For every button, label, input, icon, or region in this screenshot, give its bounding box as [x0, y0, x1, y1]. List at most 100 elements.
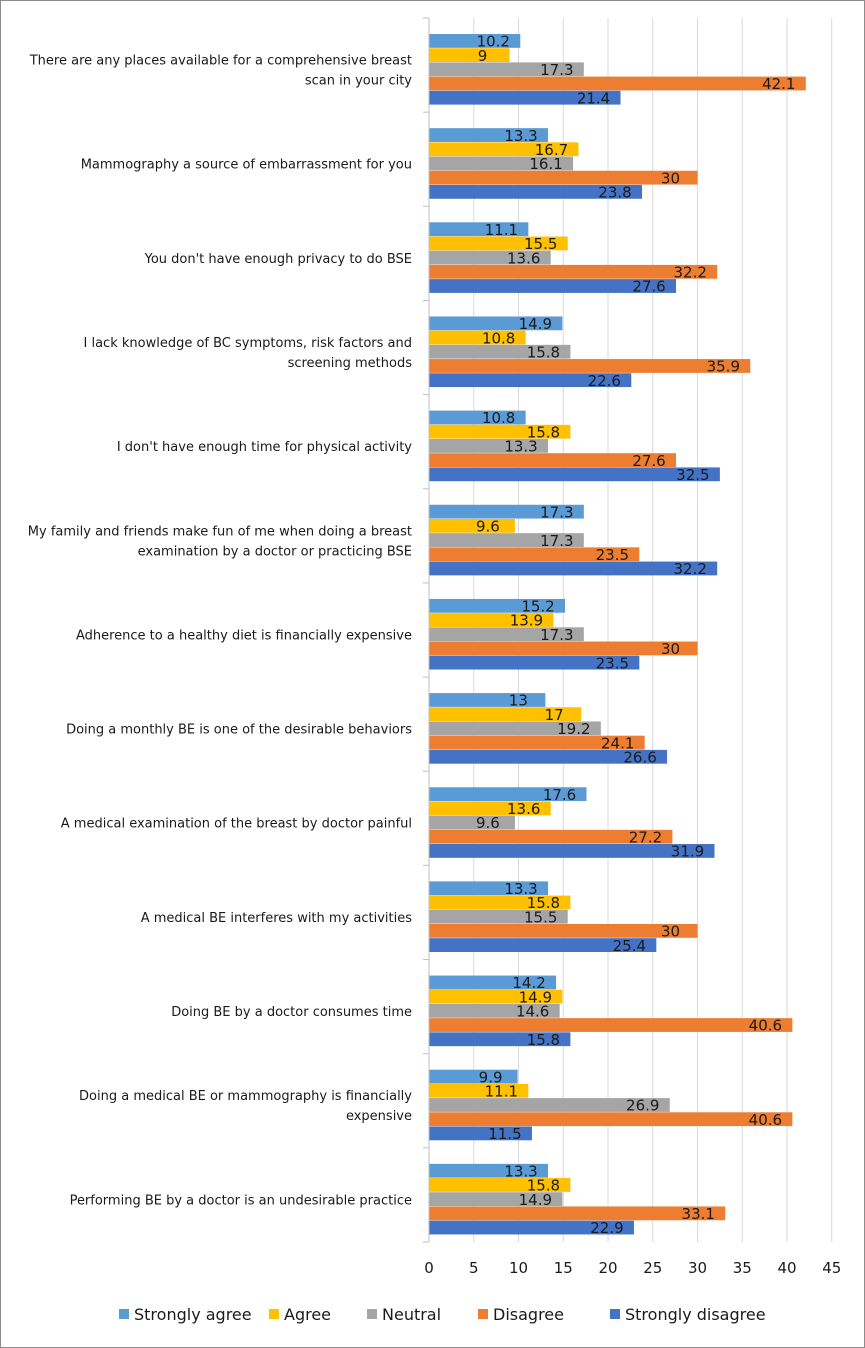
data-label: 17.3: [540, 626, 573, 644]
bar: [429, 222, 529, 237]
data-label: 32.2: [673, 264, 706, 282]
data-label: 17.3: [540, 61, 573, 79]
category-label: You don't have enough privacy to do BSE: [144, 252, 412, 267]
data-label: 15.8: [527, 894, 560, 912]
legend-label: Neutral: [382, 1305, 441, 1324]
bar: [429, 561, 718, 576]
bar: [429, 989, 563, 1004]
data-label: 42.1: [762, 75, 795, 93]
bar: [429, 316, 563, 331]
category-label: A medical BE interferes with my activiti…: [141, 911, 413, 926]
data-label: 17.3: [540, 503, 573, 521]
bar: [429, 1220, 634, 1235]
bar: [429, 76, 806, 91]
legend-swatch: [119, 1309, 129, 1319]
bar: [429, 1112, 793, 1127]
data-label: 16.7: [535, 141, 568, 159]
x-tick-label: 45: [822, 1259, 841, 1277]
data-label: 40.6: [749, 1017, 782, 1035]
category-label: Doing BE by a doctor consumes time: [171, 1005, 412, 1020]
data-label: 14.9: [519, 315, 552, 333]
bar: [429, 801, 551, 816]
legend-swatch: [269, 1309, 279, 1319]
bar: [429, 1098, 670, 1112]
bar: [429, 829, 673, 844]
bar: [429, 90, 621, 105]
bar: [429, 721, 601, 736]
bar: [429, 1206, 726, 1221]
bar: [429, 1083, 529, 1098]
x-tick-label: 10: [509, 1259, 528, 1277]
data-label: 14.2: [512, 974, 545, 992]
bar: [429, 749, 668, 764]
legend-swatch: [610, 1309, 620, 1319]
data-label: 15.8: [527, 423, 560, 441]
data-label: 13.3: [504, 880, 537, 898]
x-tick-label: 25: [643, 1259, 662, 1277]
bar: [429, 909, 568, 924]
bar: [429, 844, 715, 858]
data-label: 24.1: [601, 734, 634, 752]
bar: [429, 533, 584, 547]
bar: [429, 439, 549, 453]
bar: [429, 598, 566, 613]
data-label: 33.1: [682, 1205, 715, 1223]
data-label: 13.6: [507, 800, 540, 818]
bar: [429, 923, 698, 938]
data-label: 17.6: [543, 786, 576, 804]
category-label: There are any places available for a com…: [29, 54, 413, 89]
data-label: 10.2: [477, 33, 510, 51]
data-label: 16.1: [529, 155, 562, 173]
x-axis: 0 5 10 15 20 25 30 35 40 45: [423, 17, 841, 1277]
bar: [429, 34, 521, 48]
data-label: 11.5: [488, 1125, 521, 1143]
bar: [429, 881, 549, 896]
bar: [429, 735, 645, 750]
bar: [429, 504, 584, 519]
x-tick-label: 35: [733, 1259, 752, 1277]
bar: [429, 975, 557, 990]
data-label: 23.5: [596, 654, 629, 672]
data-label: 25.4: [613, 937, 646, 955]
data-label: 30: [661, 640, 680, 658]
bar: [429, 787, 587, 802]
data-label: 13: [509, 692, 528, 710]
data-label: 17.3: [540, 532, 573, 550]
bar: [429, 344, 571, 359]
bar: [429, 184, 643, 199]
bar: [429, 330, 526, 345]
bar: [429, 424, 571, 439]
data-label: 22.6: [588, 372, 621, 390]
legend-swatch: [367, 1309, 377, 1319]
bar: [429, 410, 526, 425]
bar: [429, 359, 751, 373]
bars: 10.2917.342.121.413.316.716.13023.811.11…: [429, 33, 806, 1237]
data-label: 15.8: [527, 1177, 560, 1195]
data-label: 13.3: [504, 438, 537, 456]
x-tick-label: 15: [554, 1259, 573, 1277]
bar: [429, 48, 510, 62]
category-label: A medical examination of the breast by d…: [61, 817, 412, 832]
bar: [429, 1069, 518, 1084]
bar: [429, 1003, 560, 1018]
category-label: I lack knowledge of BC symptoms, risk fa…: [84, 336, 413, 371]
bar: [429, 170, 698, 185]
bar: [429, 815, 515, 830]
category-label: I don't have enough time for physical ac…: [117, 440, 412, 455]
data-label: 10.8: [482, 329, 515, 347]
legend-swatch: [478, 1309, 488, 1319]
bar: [429, 279, 677, 293]
data-label: 9.6: [476, 518, 500, 536]
category-labels: There are any places available for a com…: [28, 54, 413, 1209]
bar: [429, 453, 677, 468]
data-label: 14.6: [516, 1003, 549, 1021]
bar: [429, 250, 551, 265]
bar: [429, 142, 579, 157]
bar: [429, 613, 554, 627]
data-label: 26.9: [626, 1097, 659, 1115]
data-label: 27.6: [632, 278, 665, 296]
data-label: 13.9: [510, 612, 543, 630]
legend-label: Agree: [284, 1305, 331, 1324]
bar: [429, 1126, 532, 1141]
